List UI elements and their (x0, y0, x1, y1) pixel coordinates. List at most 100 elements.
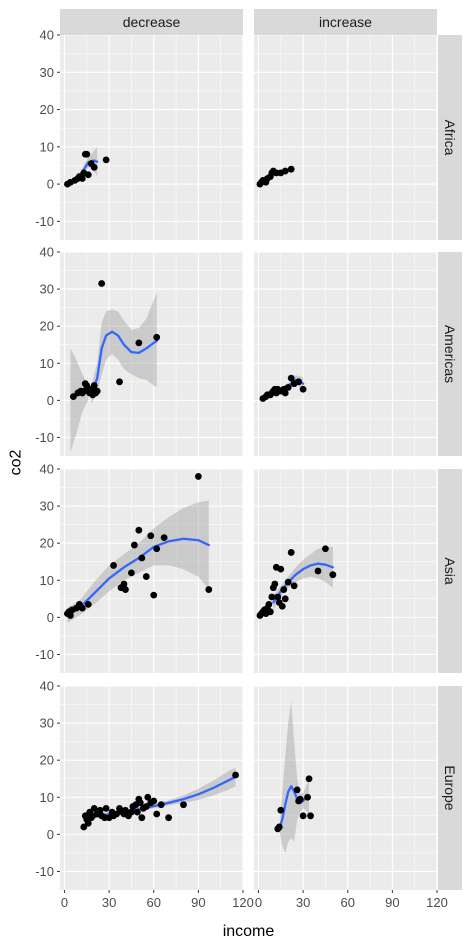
x-tick-label: 30 (102, 895, 116, 910)
data-point (304, 793, 311, 801)
panel-background (254, 469, 437, 673)
facet-strip-label-europe: Europe (442, 765, 458, 810)
data-point (90, 382, 98, 389)
data-point (93, 387, 101, 395)
data-point (295, 378, 303, 386)
data-point (180, 801, 187, 809)
data-point (307, 812, 314, 820)
y-tick-label: 20 (40, 753, 54, 768)
data-point (110, 562, 117, 569)
y-tick-label: 30 (40, 716, 54, 731)
panel-background (60, 35, 243, 240)
y-tick-label: 0 (47, 177, 54, 192)
facet-strip-decrease (60, 9, 243, 35)
data-point (287, 165, 295, 173)
data-point (144, 793, 152, 801)
data-point (84, 171, 92, 179)
y-tick-label: 0 (47, 610, 54, 625)
y-tick-label: 30 (40, 282, 54, 297)
data-point (278, 602, 286, 610)
data-point (130, 541, 138, 549)
confidence-band (67, 146, 98, 188)
y-tick-label: 40 (40, 462, 54, 477)
panel-data-africa-decrease (64, 146, 110, 188)
y-axis-title: co2 (8, 450, 25, 476)
panel-africa-increase (254, 34, 438, 240)
data-point (271, 580, 279, 588)
y-tick-label: 10 (40, 139, 54, 154)
y-tick-label: -10 (35, 430, 54, 445)
confidence-band (67, 500, 209, 623)
data-point (138, 554, 146, 562)
data-point (157, 801, 165, 809)
data-point (142, 803, 150, 810)
data-point (329, 571, 337, 579)
data-point (314, 567, 322, 575)
data-point (299, 385, 307, 393)
facet-strip-label-americas: Americas (442, 325, 458, 383)
y-tick-label: -10 (35, 647, 54, 662)
data-point (293, 786, 301, 794)
data-point (153, 810, 161, 818)
data-point (84, 819, 92, 827)
data-point (90, 163, 98, 171)
data-point (96, 806, 104, 814)
data-point (135, 339, 143, 347)
data-point (284, 383, 292, 391)
y-tick-label: -10 (35, 864, 54, 879)
x-tick-label: 90 (191, 895, 205, 910)
data-point (128, 808, 135, 816)
y-tick-label: 0 (47, 827, 54, 842)
panel-background (254, 252, 437, 456)
data-point (299, 812, 307, 820)
y-tick-label: 10 (40, 573, 54, 588)
x-tick-label: 0 (61, 895, 68, 910)
y-tick-label: 40 (40, 679, 54, 694)
data-point (133, 808, 141, 816)
data-point (138, 814, 146, 822)
data-point (165, 814, 173, 822)
y-tick-label: 20 (40, 319, 54, 334)
panel-africa-decrease (60, 34, 244, 240)
data-point (80, 823, 88, 831)
confidence-band (70, 348, 89, 453)
y-tick-label: 20 (40, 102, 54, 117)
data-point (136, 799, 144, 807)
data-point (122, 586, 129, 593)
x-tick-label: 90 (385, 895, 399, 910)
panel-data-asia-increase (256, 545, 337, 619)
panel-asia-increase (254, 468, 438, 673)
x-tick-label: 120 (426, 895, 448, 910)
data-point (281, 595, 289, 603)
data-point (274, 593, 282, 601)
y-tick-label: 30 (40, 65, 54, 80)
data-point (83, 382, 91, 389)
facet-strip-label-increase: increase (319, 14, 372, 30)
y-tick-label: 30 (40, 499, 54, 514)
data-point (160, 534, 168, 542)
x-axis-title: income (223, 923, 275, 940)
smooth-line (90, 330, 158, 396)
panel-americas-decrease (60, 251, 244, 456)
smooth-line (278, 784, 311, 830)
data-point (281, 389, 289, 397)
data-point (266, 608, 274, 616)
data-point (78, 175, 86, 182)
data-point (277, 806, 285, 814)
data-point (322, 545, 329, 553)
x-tick-label: 60 (146, 895, 160, 910)
panel-data-americas-increase (259, 374, 307, 402)
facet-strip-africa (438, 35, 462, 240)
facet-strip-label-asia: Asia (442, 557, 458, 584)
facet-strip-label-decrease: decrease (123, 14, 181, 30)
data-point (275, 823, 283, 831)
panel-data-africa-increase (256, 165, 295, 188)
y-tick-label: 20 (40, 536, 54, 551)
data-point (128, 569, 135, 577)
data-point (67, 612, 74, 619)
data-point (116, 378, 123, 386)
x-tick-label: 0 (255, 895, 262, 910)
data-point (122, 806, 129, 814)
panel-background (254, 35, 437, 240)
confidence-band (91, 292, 157, 405)
